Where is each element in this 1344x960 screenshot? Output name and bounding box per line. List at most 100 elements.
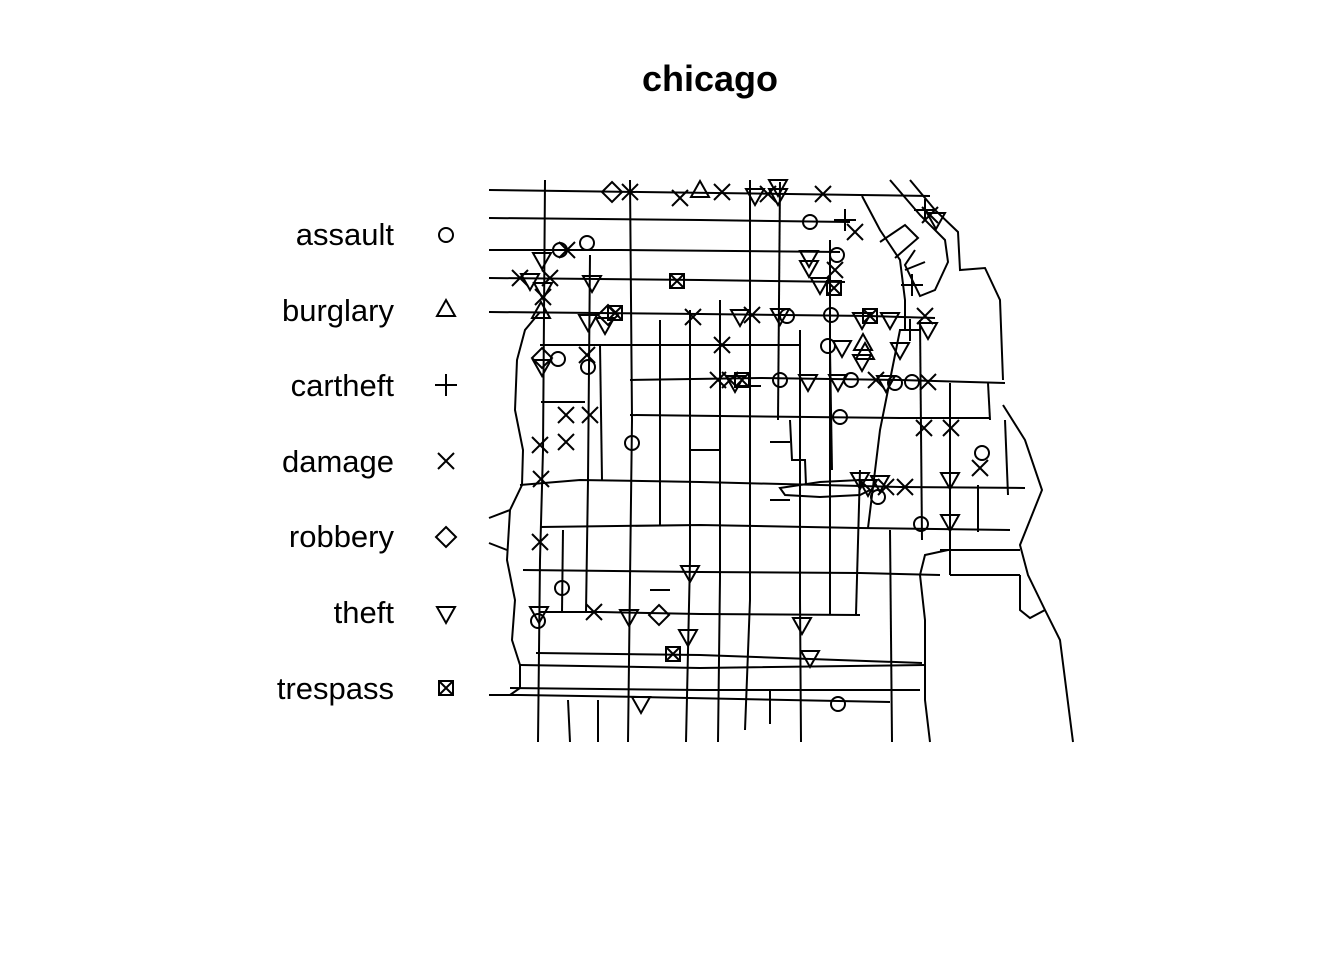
street-51: [505, 509, 521, 696]
crime-point-circle: [772, 372, 788, 388]
legend-symbol-assault: [438, 227, 454, 243]
crime-point-circle: [870, 489, 886, 505]
crime-point-triangle-down: [799, 650, 821, 670]
crime-point-triangle-down: [531, 359, 553, 379]
crime-point-boxed-cross: [826, 280, 842, 296]
street-53: [861, 195, 906, 330]
street-32: [777, 181, 781, 421]
crime-point-boxed-cross: [607, 305, 623, 321]
street-10: [539, 523, 1011, 531]
street-1: [488, 217, 851, 223]
crime-point-cross: [585, 603, 603, 621]
street-9: [519, 478, 1026, 489]
crime-point-triangle-down: [679, 565, 701, 585]
crime-point-circle: [829, 247, 845, 263]
crime-point-circle: [830, 696, 846, 712]
crime-point-triangle-up: [689, 178, 711, 198]
street-56: [1002, 404, 1074, 743]
crime-point-cross: [814, 185, 832, 203]
street-30: [717, 300, 721, 743]
street-36: [889, 529, 893, 743]
crime-point-cross: [759, 185, 777, 203]
crime-point-cross: [942, 419, 960, 437]
crime-point-cross: [531, 436, 549, 454]
crime-point-circle: [624, 435, 640, 451]
crime-point-triangle-down: [630, 696, 652, 716]
crime-point-cross: [581, 406, 599, 424]
legend-label-robbery: robbery: [288, 519, 394, 554]
crime-point-triangle-down: [767, 188, 789, 208]
crime-point-triangle-down: [798, 250, 820, 270]
crime-point-plus: [901, 274, 923, 296]
crime-point-cross: [915, 419, 933, 437]
crime-point-cross: [557, 433, 575, 451]
crime-point-cross: [916, 307, 934, 325]
crime-point-triangle-down: [797, 374, 819, 394]
street-59: [879, 223, 920, 259]
crime-point-triangle-down: [827, 374, 849, 394]
crime-point-triangle-down: [831, 340, 853, 360]
crime-point-boxed-cross: [665, 646, 681, 662]
crime-point-diamond: [600, 180, 624, 204]
crime-point-circle: [823, 307, 839, 323]
map-title: chicago: [641, 58, 779, 99]
street-35: [855, 469, 861, 615]
crime-point-triangle-up: [852, 331, 874, 351]
crime-point-plus: [899, 319, 921, 341]
crime-point-circle: [530, 613, 546, 629]
street-45: [599, 344, 603, 481]
crime-point-cross: [684, 308, 702, 326]
legend-symbol-robbery: [434, 525, 458, 549]
crime-point-circle: [832, 409, 848, 425]
street-41: [1004, 419, 1009, 496]
crime-point-circle: [913, 516, 929, 532]
crime-point-cross: [877, 478, 895, 496]
street-58: [1019, 575, 1046, 620]
crime-point-cross: [534, 288, 552, 306]
crime-point-plus: [834, 209, 856, 231]
crime-point-triangle-down: [939, 514, 961, 534]
crime-point-cross: [531, 533, 549, 551]
street-3: [488, 277, 846, 283]
crime-point-triangle-down: [809, 277, 831, 297]
street-16: [489, 694, 891, 703]
crime-point-triangle-down: [744, 188, 766, 208]
crime-point-diamond: [647, 603, 671, 627]
crime-point-triangle-down: [581, 275, 603, 295]
crime-point-circle: [802, 214, 818, 230]
legend-label-cartheft: cartheft: [290, 368, 394, 403]
crime-point-cross: [557, 406, 575, 424]
street-47: [789, 419, 807, 486]
legend-symbol-damage: [437, 452, 455, 470]
crime-point-circle: [580, 359, 596, 375]
street-46: [561, 529, 564, 613]
legend-symbol-trespass: [438, 680, 454, 696]
crime-points: [511, 178, 990, 716]
crime-point-cross: [621, 183, 639, 201]
crime-point-circle: [554, 580, 570, 596]
crime-point-circle: [904, 374, 920, 390]
street-48: [829, 349, 833, 471]
legend-symbol-burglary: [435, 297, 457, 317]
crime-point-triangle-up: [854, 340, 876, 360]
crime-point-cross: [826, 261, 844, 279]
crime-point-triangle-down: [594, 317, 616, 337]
crime-point-triangle-down: [798, 260, 820, 280]
street-12: [540, 611, 861, 616]
crime-point-triangle-down: [879, 312, 901, 332]
street-57: [918, 549, 949, 743]
crime-point-triangle-down: [875, 375, 897, 395]
crime-point-circle: [550, 351, 566, 367]
legend-label-theft: theft: [333, 595, 394, 630]
street-8: [629, 414, 990, 419]
crime-point-cross: [532, 470, 550, 488]
street-33: [799, 330, 802, 743]
street-14: [519, 664, 926, 670]
crime-point-cross: [713, 336, 731, 354]
street-50: [488, 311, 541, 519]
crime-point-triangle-down: [769, 308, 791, 328]
street-39: [987, 382, 991, 421]
crime-point-triangle-down: [939, 472, 961, 492]
crime-point-cross: [558, 241, 576, 259]
street-43: [567, 699, 571, 743]
